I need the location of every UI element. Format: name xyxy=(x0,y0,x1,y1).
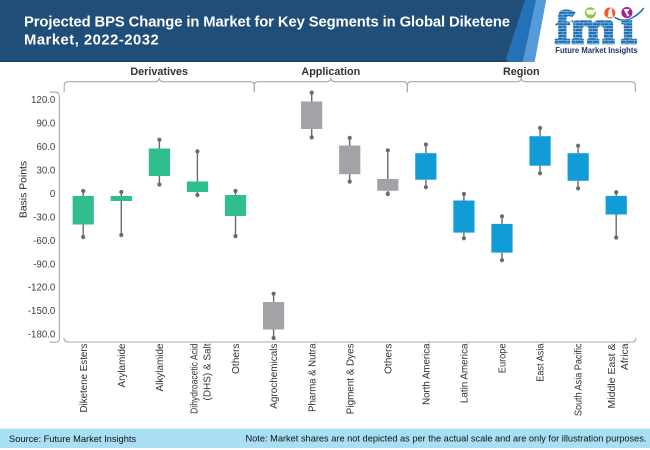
svg-text:90.0: 90.0 xyxy=(36,118,55,129)
svg-text:Middle East &: Middle East & xyxy=(607,343,618,408)
svg-text:Basis Points: Basis Points xyxy=(19,161,30,218)
svg-text:120.0: 120.0 xyxy=(31,95,56,106)
svg-text:Region: Region xyxy=(503,66,540,78)
svg-text:Agrochemicals: Agrochemicals xyxy=(269,344,280,409)
svg-text:Africa: Africa xyxy=(620,343,631,370)
svg-text:-180.0: -180.0 xyxy=(28,330,56,341)
svg-text:Dihydroacetic Acid: Dihydroacetic Acid xyxy=(189,344,200,414)
svg-text:Alkylamide: Alkylamide xyxy=(155,343,166,391)
svg-text:Projected BPS Change in Market: Projected BPS Change in Market for Key S… xyxy=(24,15,510,31)
svg-text:60.0: 60.0 xyxy=(36,142,55,153)
svg-text:North America: North America xyxy=(422,343,433,405)
svg-text:Application: Application xyxy=(301,66,360,78)
svg-text:-90.0: -90.0 xyxy=(33,259,56,270)
svg-text:Pharma & Nutra: Pharma & Nutra xyxy=(307,343,318,412)
svg-text:South Asia Pacific: South Asia Pacific xyxy=(574,344,585,417)
svg-text:-60.0: -60.0 xyxy=(33,236,56,247)
svg-text:Source: Future Market Insights: Source: Future Market Insights xyxy=(9,434,136,444)
svg-text:30.0: 30.0 xyxy=(36,165,55,176)
svg-text:Others: Others xyxy=(231,344,242,375)
svg-text:Europe: Europe xyxy=(498,343,509,373)
svg-text:-30.0: -30.0 xyxy=(33,212,56,223)
svg-text:-120.0: -120.0 xyxy=(28,283,56,294)
svg-text:-150.0: -150.0 xyxy=(28,306,56,317)
svg-text:Others: Others xyxy=(383,344,394,375)
svg-text:0: 0 xyxy=(50,189,56,200)
svg-text:East Asia: East Asia xyxy=(536,343,547,382)
svg-text:Market, 2022-2032: Market, 2022-2032 xyxy=(24,33,159,49)
svg-text:(DHS) & Salt: (DHS) & Salt xyxy=(202,343,213,400)
svg-text:Note: Market shares are not de: Note: Market shares are not depicted as … xyxy=(246,434,647,444)
svg-text:Latin America: Latin America xyxy=(460,343,471,403)
svg-text:Future Market Insights: Future Market Insights xyxy=(555,46,638,55)
svg-text:Arylamide: Arylamide xyxy=(117,343,128,387)
svg-text:Diketene Esters: Diketene Esters xyxy=(79,344,90,413)
svg-text:Derivatives: Derivatives xyxy=(130,66,188,78)
svg-text:Pigment & Dyes: Pigment & Dyes xyxy=(345,344,356,415)
